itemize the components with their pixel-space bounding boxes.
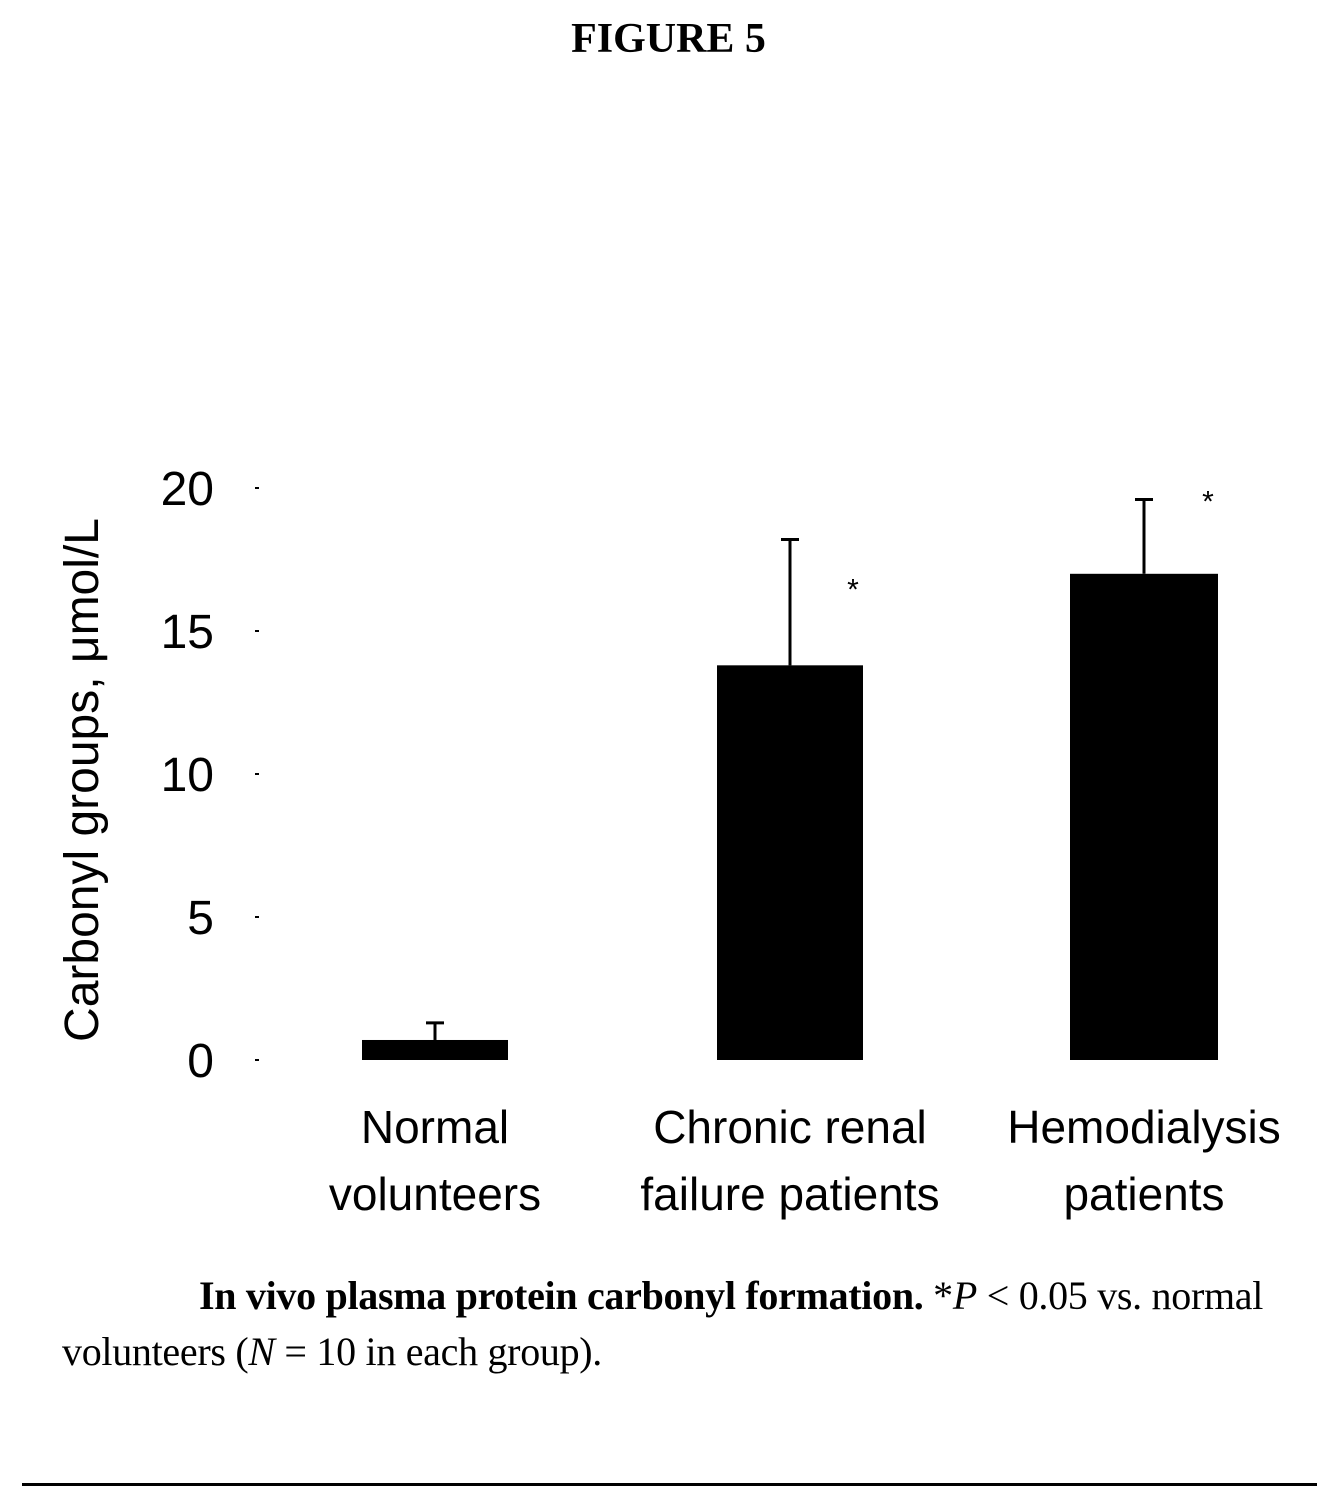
figure-caption: In vivo plasma protein carbonyl formatio…: [62, 1268, 1292, 1380]
significance-marker: *: [847, 573, 859, 606]
x-category-label: volunteers: [329, 1168, 541, 1220]
caption-p-prefix: *: [923, 1273, 953, 1318]
x-category-label: Chronic renal: [653, 1101, 927, 1153]
y-tick-label: 20: [161, 463, 214, 516]
x-category-label: Hemodialysis: [1007, 1101, 1281, 1153]
caption-p-symbol: P: [952, 1273, 978, 1318]
bar: [1070, 573, 1218, 1060]
caption-n-rest: = 10 in each group).: [274, 1329, 603, 1374]
x-axis-labels: Normal volunteers Chronic renal failure pat…: [329, 1101, 1281, 1220]
y-axis-ticks: 0 5 10 15 20: [161, 463, 259, 1088]
significance-marker: *: [1202, 485, 1214, 518]
caption-p-rest: < 0.05 vs. normal volunteers (: [62, 1273, 1264, 1374]
figure-title: FIGURE 5: [571, 16, 766, 62]
y-tick-label: 15: [161, 606, 214, 659]
caption-n-symbol: N: [248, 1329, 275, 1374]
bars-layer: **: [362, 485, 1218, 1060]
bar: [717, 665, 863, 1060]
x-category-label: Normal: [361, 1101, 509, 1153]
caption-lead: In vivo plasma protein carbonyl formatio…: [199, 1273, 924, 1318]
x-category-label: failure patients: [640, 1168, 939, 1220]
bar: [362, 1039, 508, 1060]
y-tick-label: 10: [161, 749, 214, 802]
bottom-divider: [22, 1483, 1317, 1486]
x-category-label: patients: [1063, 1168, 1224, 1220]
y-tick-label: 0: [187, 1035, 214, 1088]
y-axis-label: Carbonyl groups, μmol/L: [56, 518, 109, 1042]
y-tick-label: 5: [187, 892, 214, 945]
